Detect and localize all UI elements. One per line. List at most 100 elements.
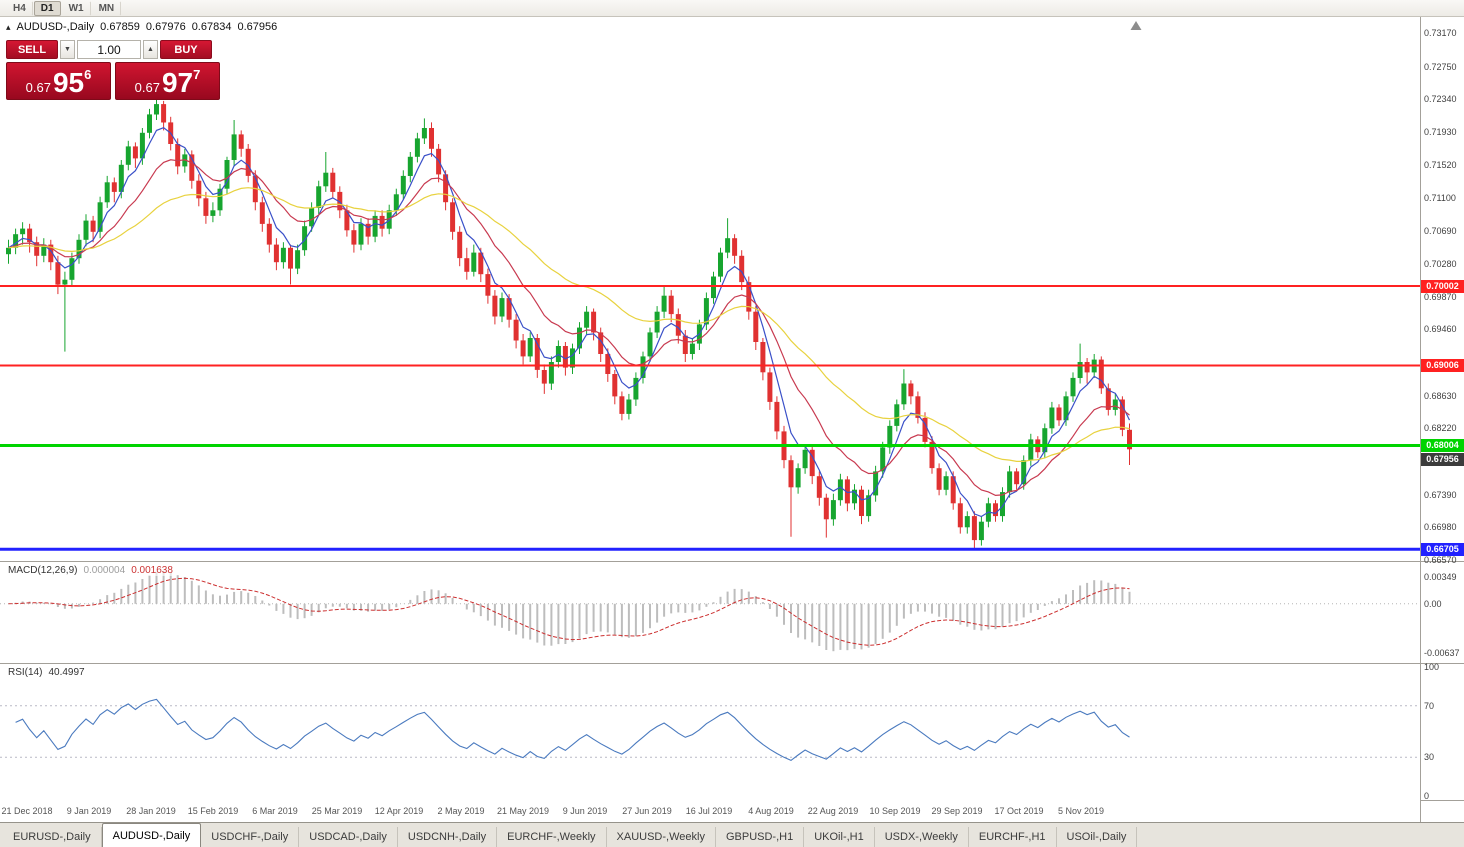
price-scale-label: 0.72750: [1424, 61, 1457, 72]
main-chart-canvas[interactable]: [0, 17, 1420, 561]
sell-quote-panel[interactable]: 0.67 95 6: [6, 62, 111, 100]
date-label: 4 Aug 2019: [748, 806, 794, 816]
ma-line-34: [8, 187, 1130, 462]
tab-usdcnh-daily[interactable]: USDCNH-,Daily: [398, 827, 498, 847]
tab-eurchf-h1[interactable]: EURCHF-,H1: [969, 827, 1057, 847]
macd-main-value: 0.000004: [83, 565, 126, 576]
date-label: 17 Oct 2019: [994, 806, 1044, 816]
time-axis[interactable]: 21 Dec 2018 9 Jan 2019 28 Jan 2019 15 Feb 2…: [0, 800, 1420, 822]
one-click-trade-row: SELL ▼ 1.00 ▲ BUY: [6, 40, 277, 59]
price-scale[interactable]: 0.73170 0.72750 0.72340 0.71930 0.71520 0.711…: [0, 17, 1464, 822]
price-scale-label: 0.69460: [1424, 324, 1457, 335]
chart-shift-marker-icon[interactable]: [1130, 21, 1142, 30]
timeframe-h4-button[interactable]: H4: [6, 0, 33, 16]
date-label: 21 Dec 2018: [1, 806, 53, 816]
bid-price-label: 0.67956: [1421, 452, 1464, 466]
ohlc-open: 0.67859: [100, 21, 140, 33]
ohlc-close: 0.67956: [237, 21, 278, 33]
price-scale-label: 0.67390: [1424, 489, 1457, 500]
hline-price-label[interactable]: 0.69006: [1421, 359, 1464, 372]
date-label: 16 Jul 2019: [685, 806, 733, 816]
rsi-pane-canvas[interactable]: [0, 663, 1420, 800]
date-label: 9 Jan 2019: [66, 806, 112, 816]
date-label: 28 Jan 2019: [126, 806, 176, 816]
rsi-scale-label: 70: [1424, 700, 1435, 711]
price-scale-label: 0.70690: [1424, 226, 1457, 236]
buy-button[interactable]: BUY: [160, 40, 212, 59]
sell-price-sup: 6: [84, 67, 92, 82]
timeframe-d1-button[interactable]: D1: [33, 0, 61, 16]
rsi-scale-label: 0: [1424, 791, 1430, 801]
buy-price-prefix: 0.67: [134, 80, 160, 95]
price-scale-label: 0.71930: [1424, 127, 1457, 137]
volume-increase-button[interactable]: ▲: [143, 40, 158, 59]
ma-lines: [8, 127, 1131, 518]
macd-scale-label: 0.00: [1424, 598, 1442, 609]
hline-price-label[interactable]: 0.70002: [1421, 279, 1464, 293]
date-label: 21 May 2019: [496, 806, 550, 816]
date-label: 5 Nov 2019: [1057, 806, 1105, 816]
macd-indicator-label: MACD(12,26,9) 0.000004 0.001638: [8, 565, 173, 576]
date-label: 12 Apr 2019: [374, 806, 424, 816]
date-label: 27 Jun 2019: [622, 806, 672, 816]
tab-gbpusd-h1[interactable]: GBPUSD-,H1: [716, 827, 805, 847]
quote-panels: 0.67 95 6 0.67 97 7: [6, 62, 277, 100]
date-label: 22 Aug 2019: [807, 806, 859, 816]
macd-name: MACD(12,26,9): [8, 565, 78, 576]
rsi-indicator-label: RSI(14) 40.4997: [8, 667, 85, 678]
tab-xauusd-weekly[interactable]: XAUUSD-,Weekly: [607, 827, 716, 847]
timeframe-toolbar: H4 D1 W1 MN: [0, 0, 1464, 17]
tab-usoil-daily[interactable]: USOil-,Daily: [1057, 827, 1138, 847]
date-label: 29 Sep 2019: [931, 806, 983, 816]
tab-usdchf-daily[interactable]: USDCHF-,Daily: [201, 827, 300, 847]
rsi-scale-label: 100: [1424, 662, 1440, 672]
macd-pane-canvas[interactable]: [0, 561, 1420, 663]
timeframe-w1-button[interactable]: W1: [62, 0, 91, 16]
hline-price-label[interactable]: 0.66705: [1421, 542, 1464, 556]
ma-line-13: [8, 159, 1130, 497]
price-scale-label: 0.66570: [1424, 555, 1457, 565]
rsi-value: 40.4997: [48, 667, 85, 678]
tab-eurchf-weekly[interactable]: EURCHF-,Weekly: [497, 827, 607, 847]
timeframe-mn-button[interactable]: MN: [92, 0, 122, 16]
date-label: 6 Mar 2019: [252, 806, 298, 816]
price-scale-label: 0.68220: [1424, 423, 1457, 434]
date-label: 10 Sep 2019: [869, 806, 921, 816]
tab-audusd-daily[interactable]: AUDUSD-,Daily: [101, 823, 202, 847]
buy-quote-panel[interactable]: 0.67 97 7: [115, 62, 220, 100]
volume-decrease-button[interactable]: ▼: [60, 40, 75, 59]
hline-price-label[interactable]: 0.68004: [1421, 439, 1464, 452]
date-label: 9 Jun 2019: [562, 806, 608, 816]
rsi-name: RSI(14): [8, 667, 43, 678]
price-scale-label: 0.68630: [1424, 390, 1457, 401]
price-scale-separator: [1420, 17, 1421, 822]
sell-button[interactable]: SELL: [6, 40, 58, 59]
price-scale-label: 0.73170: [1424, 28, 1457, 38]
price-scale-label: 0.71520: [1424, 159, 1457, 170]
chart-title: ▴ AUDUSD-,Daily 0.67859 0.67976 0.67834 …: [6, 21, 277, 33]
chart-tabs: EURUSD-,Daily AUDUSD-,Daily USDCHF-,Daily U…: [0, 822, 1464, 847]
price-scale-label: 0.70280: [1424, 258, 1457, 269]
chart-region[interactable]: 0.73170 0.72750 0.72340 0.71930 0.71520 0.711…: [0, 17, 1464, 822]
tab-usdcad-daily[interactable]: USDCAD-,Daily: [299, 827, 398, 847]
ohlc-high: 0.67976: [145, 21, 186, 33]
pane-separator[interactable]: [0, 663, 1464, 664]
date-label: 25 Mar 2019: [311, 806, 363, 816]
one-click-toggle-icon[interactable]: ▴: [6, 21, 11, 32]
tab-eurusd-daily[interactable]: EURUSD-,Daily: [3, 827, 102, 847]
tab-ukoil-h1[interactable]: UKOil-,H1: [804, 827, 875, 847]
buy-price-sup: 7: [193, 67, 201, 82]
pane-separator[interactable]: [0, 561, 1464, 562]
macd-scale-label: -0.00637: [1424, 648, 1460, 658]
volume-input[interactable]: 1.00: [77, 40, 141, 59]
tab-usdx-weekly[interactable]: USDX-,Weekly: [875, 827, 969, 847]
rsi-scale-label: 30: [1424, 752, 1435, 763]
sell-price-big: 95: [52, 67, 85, 98]
macd-scale-label: 0.00349: [1424, 571, 1457, 582]
date-label: 15 Feb 2019: [187, 806, 239, 816]
price-scale-label: 0.66980: [1424, 522, 1457, 533]
chart-overlay: ▴ AUDUSD-,Daily 0.67859 0.67976 0.67834 …: [6, 21, 277, 100]
date-label: 2 May 2019: [437, 806, 485, 816]
price-scale-label: 0.71100: [1424, 193, 1456, 204]
buy-price-big: 97: [161, 67, 194, 98]
